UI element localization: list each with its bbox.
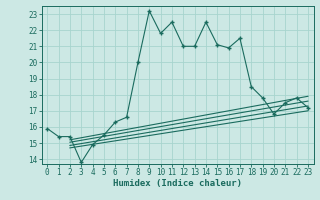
X-axis label: Humidex (Indice chaleur): Humidex (Indice chaleur) xyxy=(113,179,242,188)
